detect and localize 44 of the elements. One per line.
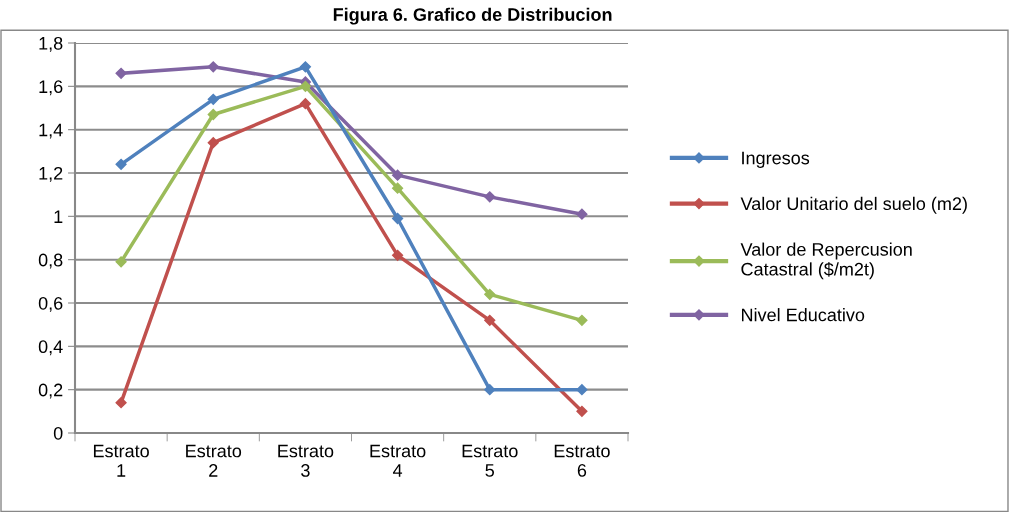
point [115,256,127,268]
x-tick-label: Estrato 4 [370,444,426,477]
point [299,98,312,110]
point [576,314,588,326]
y-tick-label: 0,4 [38,340,63,356]
point [391,249,404,261]
y-tick-label: 1,2 [39,166,63,182]
point [391,212,404,225]
legend-label: Ingresos [742,151,810,168]
y-tick-label: 1,8 [39,36,63,52]
y-tick-label: 0,2 [38,383,63,399]
point [576,405,588,417]
point [484,314,496,326]
point [391,182,404,194]
point [299,61,312,73]
point [115,397,127,409]
point [484,384,496,396]
x-tick-label: Estrato 1 [93,444,149,477]
y-tick-label: 0,8 [38,253,63,269]
x-tick-label: Estrato 5 [462,444,518,477]
point [207,108,219,121]
point [299,80,312,92]
point [391,169,404,181]
point [115,158,127,170]
y-tick-label: 1 [54,210,63,223]
x-tick-label: Estrato 6 [554,444,610,477]
point [484,191,496,203]
y-tick-label: 1,6 [39,80,63,96]
point [207,61,219,73]
x-tick-label: Estrato 3 [278,444,334,477]
y-tick-label: 0,6 [38,296,63,312]
x-tick-label: Estrato 2 [186,444,242,477]
y-tick-label: 1,4 [39,123,63,139]
point [576,208,588,220]
legend-label: Valor Unitario del suelo (m2) [740,196,967,214]
y-tick-label: 0 [53,426,63,440]
legend-label: Valor de Repercusion Catastral ($/m2t) [740,242,912,280]
legend-label: Nivel Educativo [741,308,865,322]
point [207,93,219,105]
chart-title: Figura 6. Grafico de Distribucion [333,7,612,25]
point [207,137,219,149]
point [576,384,588,396]
point [484,288,496,300]
point [115,67,127,79]
